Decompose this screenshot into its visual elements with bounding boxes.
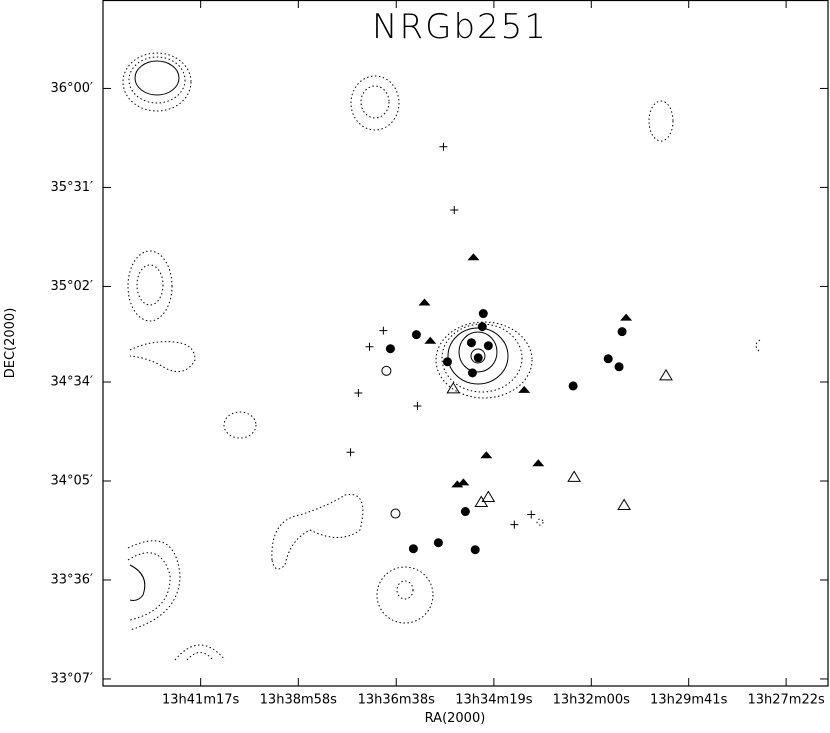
point [659,368,673,381]
point [518,385,531,393]
x-tick-label: 13h29m41s [650,693,728,708]
point [379,326,388,335]
point [567,470,582,482]
point [408,544,418,554]
point [617,498,631,511]
x-axis-label: RA(2000) [425,711,486,726]
y-tick-label: 33°36′ [50,572,93,587]
point [532,459,545,467]
point [466,338,476,348]
y-axis-label: DEC(2000) [3,308,18,379]
y-tick-label: 34°34′ [50,374,93,389]
point [467,253,480,261]
point [603,354,613,364]
y-tick-label: 33°07′ [50,671,93,686]
contours [122,52,761,661]
point [450,206,459,215]
point [424,336,437,344]
point [460,507,470,517]
point [467,368,477,378]
point [614,362,624,372]
plot-frame [102,0,829,687]
x-tick-label: 13h27m22s [747,693,825,708]
point [390,508,401,519]
point [446,381,461,394]
point [381,365,392,376]
point [617,327,627,337]
point [481,490,496,502]
point [620,313,633,321]
x-tick-label: 13h32m00s [553,693,631,708]
point [478,309,488,319]
x-tick-label: 13h38m58s [260,693,338,708]
point [568,381,578,391]
point [418,298,431,306]
point [413,402,422,411]
y-tick-label: 36°00′ [50,81,93,96]
point [433,538,443,548]
point [439,142,448,151]
point [480,451,493,459]
point [354,388,363,397]
y-tick-label: 35°31′ [50,180,93,195]
point [473,353,483,363]
y-tick-label: 34°05′ [50,473,93,488]
x-tick-label: 13h41m17s [162,693,240,708]
point [527,510,536,519]
point [470,545,480,555]
chart-title: NRGb251 [372,7,548,47]
x-tick-label: 13h34m19s [455,693,533,708]
point [442,357,452,367]
point [457,478,470,486]
point [474,495,489,507]
point [365,342,374,351]
y-tick-label: 35°02′ [50,279,93,294]
point [346,448,355,457]
point [483,341,493,351]
point [411,330,421,340]
point [510,520,519,529]
x-tick-label: 13h36m38s [358,693,436,708]
point [385,344,395,354]
point [477,322,487,332]
point [451,480,464,488]
